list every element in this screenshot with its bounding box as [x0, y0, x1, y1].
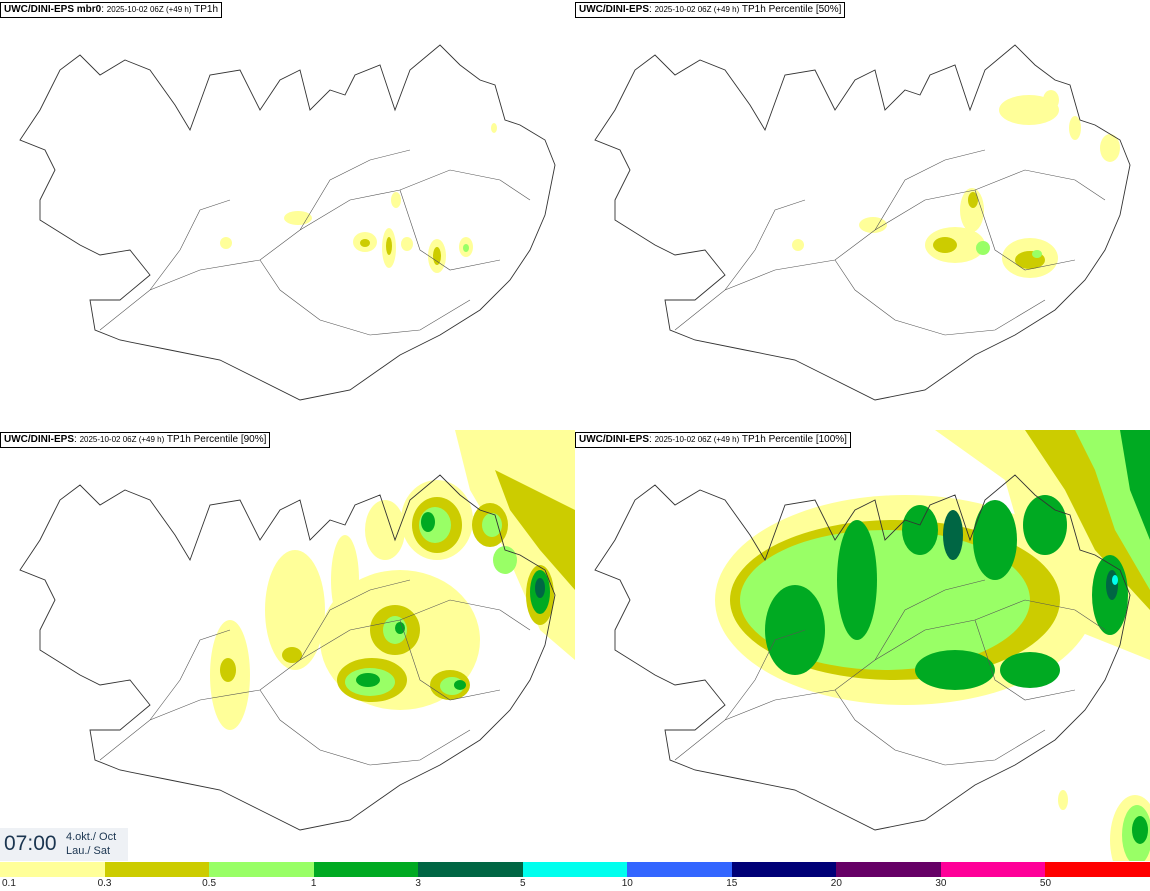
panel-field: TP1h Percentile [100%]: [741, 434, 847, 445]
panel-title: UWC/DINI-EPS mbr0: 2025-10-02 06Z (+49 h…: [0, 2, 223, 18]
legend-label: 3: [415, 878, 421, 889]
color-legend-bar: [0, 862, 1150, 877]
legend-swatch: [418, 862, 523, 877]
precip-field: [210, 430, 575, 730]
panel-title: UWC/DINI-EPS: 2025-10-02 06Z (+49 h) TP1…: [575, 2, 846, 18]
map-panel-p90: UWC/DINI-EPS: 2025-10-02 06Z (+49 h) TP1…: [0, 430, 575, 861]
legend-swatch: [1045, 862, 1150, 877]
map-panel-p50: UWC/DINI-EPS: 2025-10-02 06Z (+49 h) TP1…: [575, 0, 1150, 430]
precip-field: [792, 90, 1120, 278]
valid-weekday: Lau./ Sat: [66, 845, 111, 857]
panel-field: TP1h Percentile [50%]: [741, 4, 842, 15]
legend-swatch: [209, 862, 314, 877]
precipitation-map: [19, 430, 575, 831]
panel-model: UWC/DINI-EPS: [579, 434, 649, 445]
legend-label: 15: [726, 878, 738, 889]
legend-label: 20: [830, 878, 842, 889]
legend-label: 30: [935, 878, 947, 889]
legend-label: 5: [519, 878, 526, 889]
legend-label: 50: [1039, 878, 1052, 889]
precip-field: [715, 430, 1150, 861]
precipitation-map: [594, 430, 1150, 861]
panel-model: UWC/DINI-EPS: [579, 4, 649, 15]
legend-label: 0.3: [97, 878, 112, 889]
color-legend-labels: 0.1 0.3 0.5 1 3 5 10 15 20 30 50: [0, 877, 1150, 891]
panel-title: UWC/DINI-EPS: 2025-10-02 06Z (+49 h) TP1…: [575, 432, 851, 448]
precipitation-map: [19, 44, 556, 401]
legend-swatch: [522, 862, 628, 877]
legend-label: 0.1: [2, 878, 16, 889]
legend-swatch: [0, 862, 105, 877]
panel-model: UWC/DINI-EPS: [4, 434, 74, 445]
legend-swatch: [104, 862, 210, 877]
panel-model: UWC/DINI-EPS mbr0: [4, 4, 102, 15]
valid-date: 4.okt./ Oct: [66, 831, 117, 843]
panel-run: 2025-10-02 06Z (+49 h): [79, 435, 165, 444]
map-panel-mbr0: UWC/DINI-EPS mbr0: 2025-10-02 06Z (+49 h…: [0, 0, 575, 430]
precip-field: [220, 123, 497, 273]
valid-time: 07:00: [4, 832, 57, 855]
panel-title: UWC/DINI-EPS: 2025-10-02 06Z (+49 h) TP1…: [0, 432, 271, 448]
legend-label: 1: [310, 878, 317, 889]
legend-swatch: [627, 862, 732, 877]
panel-field: TP1h Percentile [90%]: [166, 434, 267, 445]
legend-label: 10: [621, 878, 633, 889]
valid-time-box: 07:00 4.okt./ Oct Lau./ Sat: [0, 828, 128, 861]
panel-run: 2025-10-02 06Z (+49 h): [654, 435, 740, 444]
legend-swatch: [313, 862, 419, 877]
panel-field: TP1h: [194, 4, 219, 15]
legend-swatch: [836, 862, 941, 877]
legend-label: 0.5: [202, 878, 217, 889]
precipitation-map: [594, 44, 1131, 401]
legend-swatch: [940, 862, 1046, 877]
map-panel-p100: UWC/DINI-EPS: 2025-10-02 06Z (+49 h) TP1…: [575, 430, 1150, 861]
panel-run: 2025-10-02 06Z (+49 h): [106, 5, 192, 14]
legend-swatch: [731, 862, 837, 877]
panel-run: 2025-10-02 06Z (+49 h): [654, 5, 740, 14]
